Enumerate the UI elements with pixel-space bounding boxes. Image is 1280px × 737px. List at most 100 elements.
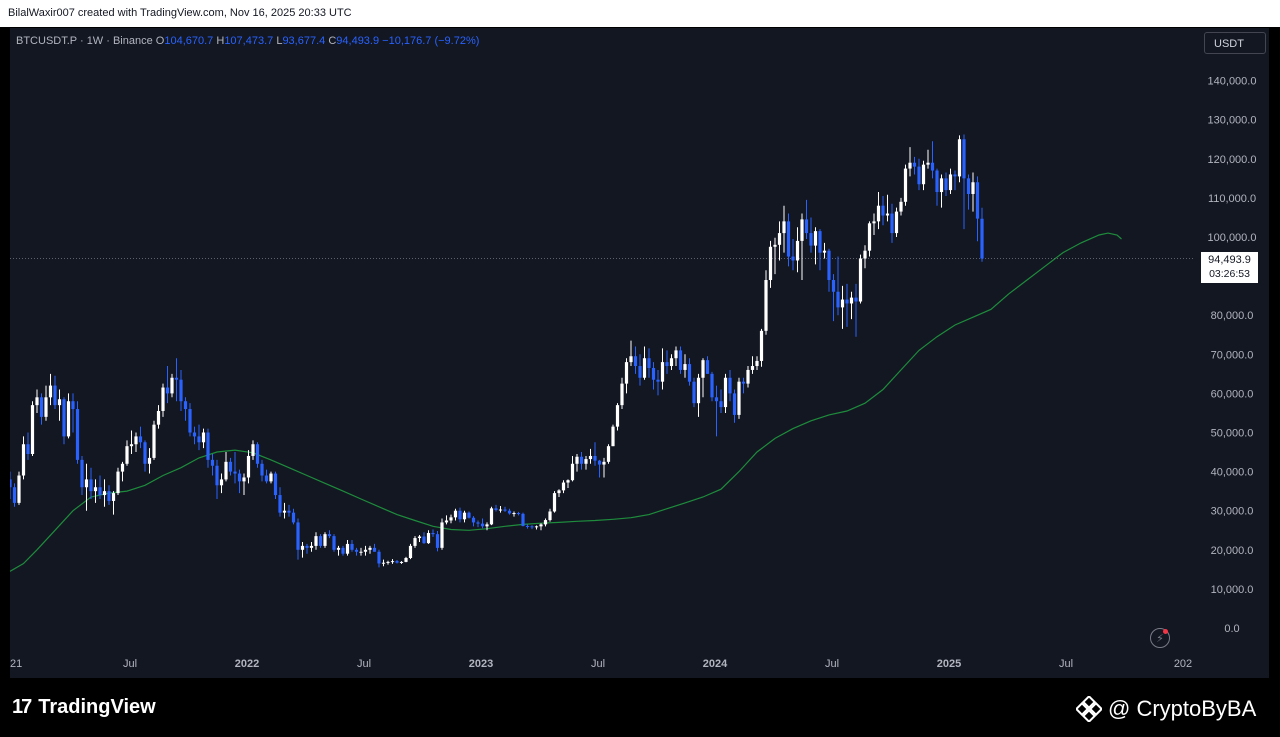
currency-button[interactable]: USDT <box>1204 32 1266 54</box>
tradingview-mark-icon: 17 <box>12 696 32 718</box>
candle-body <box>300 545 305 550</box>
candle-body <box>10 479 12 488</box>
candle-body <box>192 432 197 437</box>
candle-body <box>264 475 269 482</box>
candle-body <box>75 409 80 460</box>
candle-body <box>323 534 327 546</box>
legend-open: 104,670.7 <box>164 35 214 47</box>
candle-body <box>615 405 620 427</box>
x-tick-label: 21 <box>10 658 22 670</box>
candle-body <box>489 508 494 525</box>
x-tick-label: 202 <box>1174 658 1192 670</box>
candle-body <box>462 512 467 520</box>
candle-body <box>431 532 435 535</box>
candle-body <box>809 233 813 246</box>
legend-close-label: C <box>328 35 337 47</box>
candle-body <box>665 362 669 367</box>
candle-body <box>476 522 480 524</box>
candle-body <box>674 350 678 359</box>
candle-body <box>804 219 809 234</box>
candle-body <box>678 350 683 370</box>
x-tick-label: 2025 <box>937 658 961 670</box>
candle-body <box>129 444 134 447</box>
candle-body <box>237 473 242 482</box>
candle-body <box>345 543 350 554</box>
candle-body <box>539 524 543 527</box>
candle-body <box>620 383 624 406</box>
candle-body <box>944 178 948 191</box>
y-tick-label: 50,000.0 <box>1211 428 1254 440</box>
candle-body <box>660 362 665 382</box>
candle-body <box>669 358 674 367</box>
candle-body <box>435 534 440 548</box>
y-tick-label: 140,000.0 <box>1208 76 1257 88</box>
candle-body <box>422 536 426 544</box>
candle-body <box>327 534 332 537</box>
candle-body <box>273 473 278 496</box>
candle-body <box>314 536 318 546</box>
candle-body <box>458 510 462 520</box>
candle-body <box>318 536 323 546</box>
legend-close: 94,493.9 <box>336 35 380 47</box>
candle-body <box>737 381 741 415</box>
candle-body <box>48 385 53 398</box>
candle-body <box>773 244 777 247</box>
symbol-legend: BTCUSDT.P · 1W · Binance O104,670.7 H107… <box>16 35 479 47</box>
last-price-tag: 94,493.9 03:26:53 <box>1201 252 1258 283</box>
attribution-text: BilalWaxir007 created with TradingView.c… <box>8 7 352 19</box>
candle-body <box>17 475 21 503</box>
candle-body <box>588 455 593 460</box>
candle-body <box>224 461 228 480</box>
candle-body <box>840 299 845 308</box>
candle-body <box>917 166 921 185</box>
candle-body <box>228 461 233 472</box>
candle-body <box>512 513 516 515</box>
candle-body <box>953 174 957 177</box>
plot-area <box>10 134 1195 572</box>
candle-body <box>93 487 98 492</box>
candle-body <box>557 490 561 494</box>
candle-body <box>768 246 773 281</box>
candle-body <box>854 297 858 302</box>
candle-body <box>525 525 530 527</box>
candle-body <box>467 512 471 518</box>
candle-body <box>858 258 863 302</box>
candle-body <box>444 520 449 523</box>
candle-body <box>183 401 188 410</box>
candle-body <box>714 397 719 402</box>
candle-body <box>363 549 368 552</box>
candle-body <box>575 456 579 464</box>
candle-body <box>908 162 912 169</box>
candle-body <box>309 545 314 548</box>
candle-body <box>782 221 786 234</box>
candle-body <box>260 463 264 476</box>
candle-body <box>381 562 386 564</box>
candle-body <box>948 174 953 191</box>
x-tick-label: Jul <box>825 658 839 670</box>
candle-body <box>255 444 260 464</box>
candle-body <box>278 495 282 513</box>
candle-body <box>350 543 354 550</box>
candle-body <box>174 377 179 380</box>
watermark: @ CryptoByBA <box>1076 696 1256 722</box>
candle-body <box>962 139 966 179</box>
legend-high-label: H <box>216 35 225 47</box>
candle-body <box>980 218 984 259</box>
candle-body <box>656 379 660 382</box>
candle-body <box>449 517 453 521</box>
binance-diamond-icon <box>1076 696 1102 722</box>
bar-countdown: 03:26:53 <box>1209 268 1250 280</box>
candle-body <box>138 436 143 443</box>
chart-pane[interactable] <box>10 28 1269 678</box>
candle-body <box>764 280 768 331</box>
candle-body <box>368 547 372 550</box>
lightning-icon[interactable]: ⚡ <box>1150 628 1170 648</box>
y-tick-label: 20,000.0 <box>1211 545 1254 557</box>
candle-body <box>156 410 161 425</box>
candle-body <box>975 182 980 219</box>
x-tick-label: Jul <box>123 658 137 670</box>
x-tick-label: Jul <box>1059 658 1073 670</box>
candle-body <box>386 561 390 563</box>
candle-body <box>359 551 363 553</box>
